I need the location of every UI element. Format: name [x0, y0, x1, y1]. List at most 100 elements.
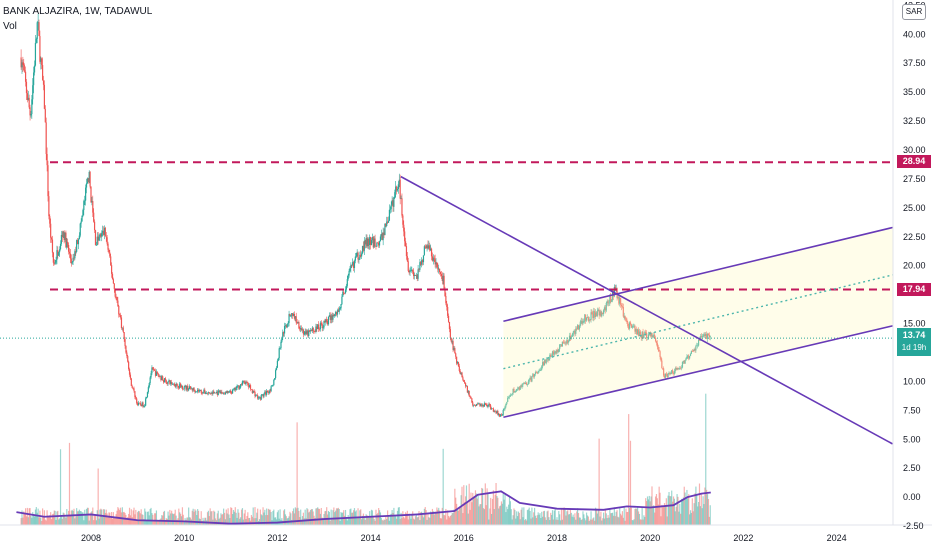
- candle-body: [256, 395, 258, 396]
- volume-bar: [154, 513, 156, 525]
- volume-bar: [668, 492, 670, 525]
- volume-bar: [470, 492, 472, 525]
- volume-legend-label[interactable]: Vol: [3, 21, 17, 32]
- volume-bar: [26, 507, 28, 525]
- candle-body: [289, 314, 291, 316]
- volume-bar: [84, 509, 86, 525]
- volume-bar: [36, 512, 38, 525]
- volume-bar: [702, 496, 704, 525]
- volume-bar: [213, 510, 215, 525]
- volume-bar: [655, 494, 658, 525]
- volume-bar: [648, 495, 650, 525]
- volume-bar: [233, 511, 235, 525]
- volume-bar: [659, 492, 661, 525]
- volume-bar: [494, 494, 496, 525]
- volume-bar: [672, 496, 675, 525]
- volume-bar: [511, 519, 513, 525]
- candle-body: [141, 402, 143, 407]
- volume-bar: [473, 497, 475, 525]
- candle-body: [200, 390, 202, 393]
- candle-body: [575, 328, 577, 334]
- volume-bar: [559, 520, 562, 525]
- candle-body: [306, 330, 308, 334]
- volume-bar: [421, 515, 424, 525]
- symbol-title[interactable]: BANK ALJAZIRA, 1W, TADAWUL: [3, 6, 153, 17]
- channel-fill: [503, 227, 893, 418]
- currency-badge[interactable]: SAR: [902, 4, 926, 20]
- price-tick-label: -2.50: [903, 521, 924, 531]
- volume-bar: [571, 516, 573, 525]
- candle-body: [324, 320, 326, 323]
- volume-bar: [689, 510, 692, 525]
- volume-bar: [185, 519, 187, 525]
- candle-body: [381, 233, 383, 240]
- candle-body: [261, 394, 263, 396]
- volume-bar: [377, 512, 379, 525]
- candle-body: [687, 355, 689, 357]
- candle-body: [180, 383, 182, 387]
- candle-body: [338, 309, 340, 312]
- candle-body: [469, 396, 471, 398]
- candle-body: [425, 247, 427, 249]
- volume-bar: [251, 516, 253, 525]
- candle-body: [595, 312, 598, 316]
- candle-body: [436, 262, 438, 268]
- candle-body: [704, 334, 706, 336]
- volume-bar: [234, 507, 236, 525]
- volume-bar: [361, 515, 364, 525]
- volume-bar: [85, 508, 88, 525]
- candle-body: [93, 212, 95, 222]
- volume-bar: [131, 517, 133, 525]
- volume-bar: [390, 513, 392, 525]
- candle-body: [288, 314, 290, 323]
- volume-bar: [608, 517, 610, 525]
- candle-body: [35, 38, 37, 43]
- candle-body: [592, 314, 594, 318]
- volume-bar: [563, 507, 565, 525]
- candle-body: [50, 237, 53, 240]
- volume-bar: [67, 516, 69, 525]
- candle-body: [194, 389, 196, 393]
- candle-body: [197, 389, 200, 392]
- candle-body: [646, 332, 648, 338]
- candle-body: [531, 376, 533, 382]
- volume-bar: [605, 513, 607, 525]
- volume-bar: [578, 517, 581, 525]
- candle-body: [149, 377, 151, 384]
- volume-bar: [347, 514, 349, 525]
- candle-body: [217, 390, 219, 396]
- candle-body: [412, 269, 414, 272]
- volume-bar: [214, 511, 216, 525]
- volume-bar: [103, 509, 106, 525]
- volume-bar: [688, 494, 690, 525]
- volume-bar: [264, 509, 266, 525]
- candle-body: [278, 348, 280, 359]
- candle-body: [625, 318, 627, 320]
- candle-body: [426, 245, 428, 249]
- candle-body: [578, 325, 581, 330]
- volume-bar: [102, 509, 105, 525]
- candle-body: [384, 223, 386, 236]
- candle-body: [99, 234, 101, 237]
- candle-body: [245, 381, 247, 384]
- candle-body: [152, 367, 154, 369]
- volume-bar: [686, 489, 688, 525]
- candle-body: [309, 330, 311, 332]
- candle-body: [157, 373, 159, 377]
- volume-bar: [428, 517, 430, 525]
- candle-body: [154, 370, 157, 376]
- volume-bar: [477, 495, 479, 525]
- candle-body: [81, 215, 83, 222]
- candle-body: [522, 383, 524, 386]
- volume-bar: [263, 512, 265, 525]
- volume-bar: [568, 514, 571, 525]
- volume-bar: [399, 518, 401, 525]
- candle-body: [603, 307, 606, 311]
- candle-body: [136, 398, 138, 404]
- candle-body: [416, 275, 418, 279]
- volume-bar: [119, 507, 122, 525]
- volume-bar: [23, 511, 25, 525]
- volume-bar: [464, 496, 467, 525]
- volume-bar: [441, 507, 443, 525]
